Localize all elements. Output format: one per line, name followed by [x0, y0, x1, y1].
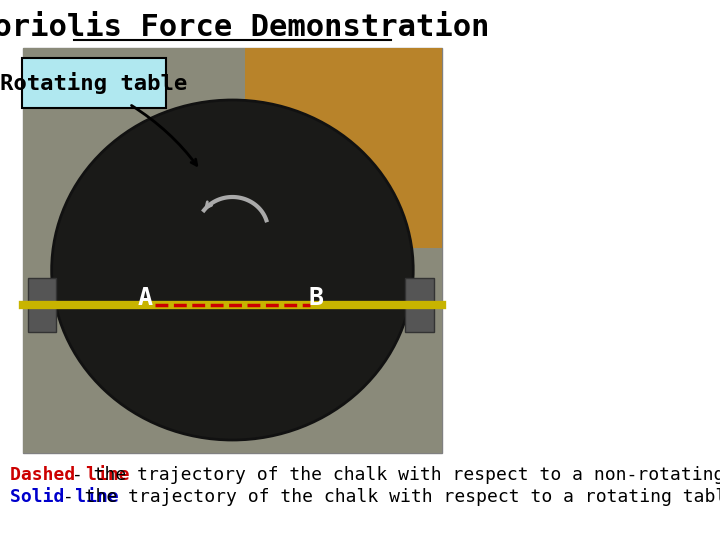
Text: A: A — [138, 286, 153, 310]
FancyBboxPatch shape — [405, 278, 434, 332]
FancyBboxPatch shape — [246, 48, 442, 248]
FancyBboxPatch shape — [22, 48, 442, 453]
Text: Coriolis Force Demonstration: Coriolis Force Demonstration — [0, 14, 490, 43]
Text: - the trajectory of the chalk with respect to a rotating table.: - the trajectory of the chalk with respe… — [52, 488, 720, 506]
Ellipse shape — [52, 100, 413, 440]
Text: - the trajectory of the chalk with respect to a non-rotating table.: - the trajectory of the chalk with respe… — [61, 466, 720, 484]
Text: Rotating table: Rotating table — [0, 72, 187, 94]
FancyBboxPatch shape — [28, 278, 56, 332]
Text: Dashed line: Dashed line — [9, 466, 130, 484]
Text: Solid line: Solid line — [9, 488, 118, 506]
FancyBboxPatch shape — [22, 48, 442, 453]
Text: B: B — [309, 286, 324, 310]
FancyBboxPatch shape — [22, 58, 166, 108]
